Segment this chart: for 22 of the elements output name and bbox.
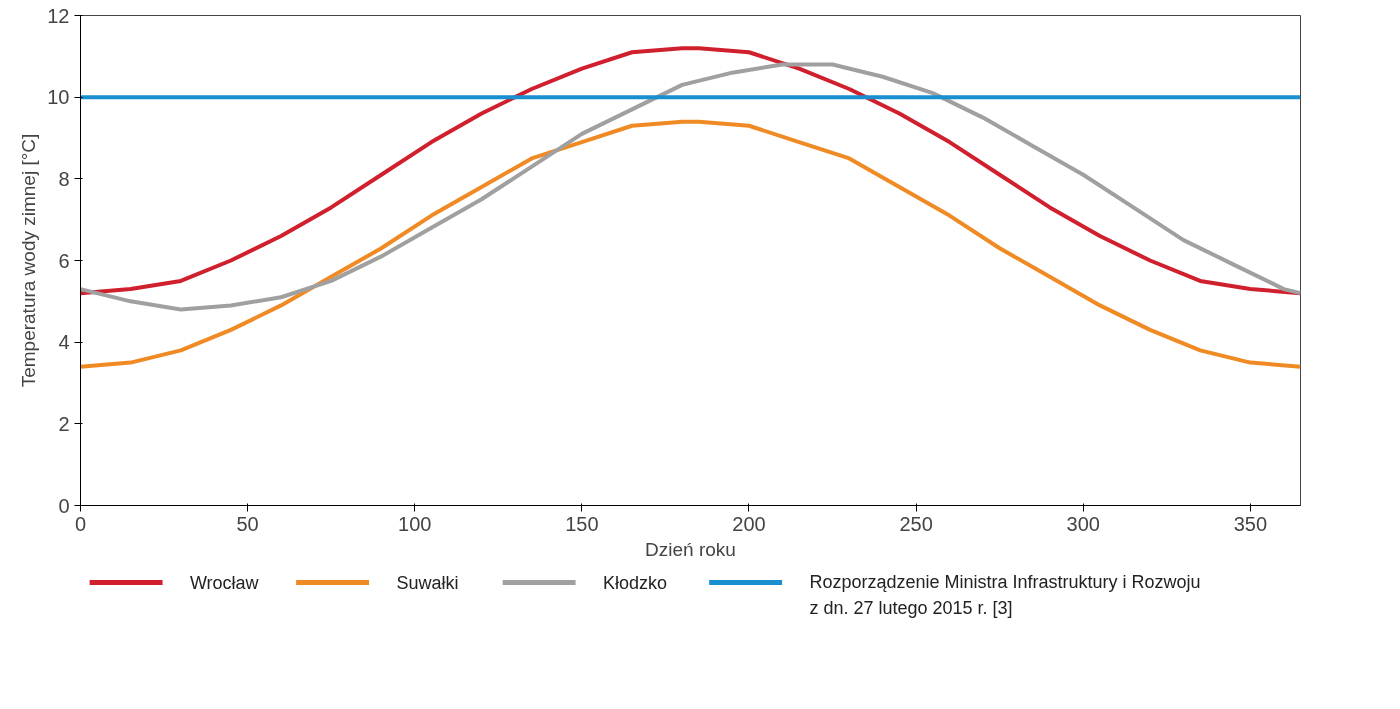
x-tick-label: 100 — [398, 512, 432, 535]
y-tick-label: 8 — [58, 167, 70, 190]
x-tick-label: 50 — [236, 512, 259, 535]
x-tick-label: 250 — [899, 512, 933, 535]
legend-label: Suwałki — [396, 572, 459, 593]
x-tick-label: 300 — [1066, 512, 1100, 535]
line-series — [80, 119, 1301, 369]
y-tick-label: 4 — [58, 331, 70, 354]
legend-label: Rozporządzenie Ministra Infrastruktury i Rozwoju z dn. 27 lutego 2015 r. [3] — [809, 571, 1201, 618]
legend-label: Kłodzko — [602, 572, 667, 593]
y-tick-label: 2 — [58, 412, 70, 435]
y-tick-label: 0 — [58, 494, 70, 517]
x-tick-label: 350 — [1233, 512, 1268, 535]
y-axis-title: Temperatura wody zimnej [°C] — [18, 133, 40, 388]
y-tick-label: 10 — [47, 86, 70, 109]
x-tick-label: 0 — [74, 512, 87, 535]
x-axis-title: Dzień roku — [645, 538, 736, 560]
y-tick-label: 6 — [58, 249, 70, 272]
x-tick-label: 150 — [565, 512, 599, 535]
y-tick-label: 12 — [47, 4, 70, 27]
legend-label: Wrocław — [189, 572, 260, 593]
x-tick-label: 200 — [732, 512, 766, 535]
